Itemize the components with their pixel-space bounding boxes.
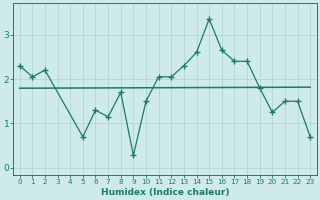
X-axis label: Humidex (Indice chaleur): Humidex (Indice chaleur) — [101, 188, 229, 197]
